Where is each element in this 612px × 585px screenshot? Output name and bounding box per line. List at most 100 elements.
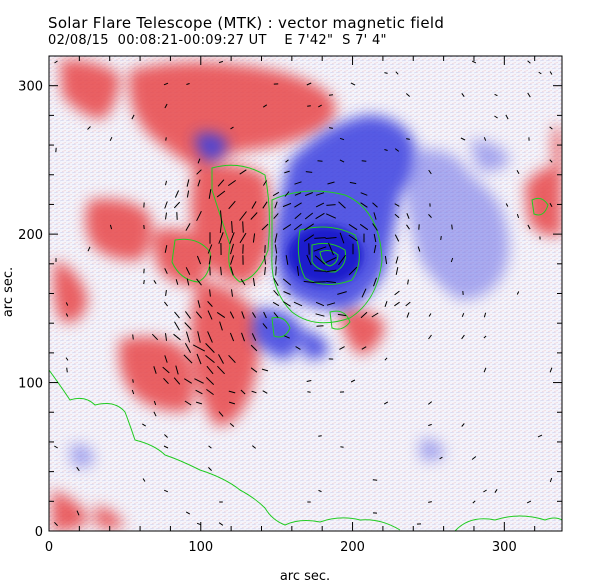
field-vector <box>283 301 291 307</box>
field-vector <box>275 266 277 276</box>
field-vector <box>228 401 236 405</box>
field-vector <box>87 126 91 130</box>
field-vector <box>208 445 212 449</box>
field-vector <box>417 246 421 252</box>
negative-polarity-weak <box>70 140 510 468</box>
field-vector <box>373 244 377 254</box>
field-vector <box>461 334 465 340</box>
field-vector <box>439 456 443 460</box>
field-vector <box>250 344 258 352</box>
field-vector <box>261 368 269 372</box>
field-vector <box>153 400 157 406</box>
field-vector <box>304 223 314 231</box>
field-vector <box>373 212 377 220</box>
field-vector <box>549 159 553 163</box>
field-vector <box>185 267 191 275</box>
field-vector <box>229 232 235 244</box>
field-vector <box>218 60 224 64</box>
field-vector <box>383 401 389 405</box>
field-vector <box>328 127 334 129</box>
field-vector <box>338 201 346 209</box>
field-vector <box>219 221 223 233</box>
field-vector <box>394 234 400 242</box>
field-vector <box>274 233 278 243</box>
field-vector <box>274 244 278 254</box>
field-vector <box>296 266 300 276</box>
field-vector <box>250 367 258 373</box>
field-vector <box>549 203 553 207</box>
field-vector <box>207 310 213 320</box>
x-axis-label: arc sec. <box>280 569 330 584</box>
field-vector <box>239 169 247 175</box>
field-vector <box>339 159 345 163</box>
field-vector <box>373 277 377 287</box>
field-vector <box>526 500 532 504</box>
field-vector <box>549 477 553 483</box>
field-vector <box>494 115 498 119</box>
field-vector <box>314 255 326 265</box>
field-vector <box>427 401 433 405</box>
field-vector <box>285 255 289 265</box>
field-vector <box>184 311 192 319</box>
field-vector <box>384 301 388 307</box>
field-vector <box>54 445 58 449</box>
field-vector <box>326 280 336 284</box>
field-vector <box>348 266 358 276</box>
field-vector <box>163 445 169 449</box>
field-vector <box>472 500 476 504</box>
field-vector <box>394 203 400 207</box>
field-vector <box>304 212 314 220</box>
field-vector <box>263 311 267 319</box>
magnetic-contours <box>49 164 562 531</box>
field-vector <box>327 181 335 185</box>
field-vector <box>184 378 192 384</box>
field-vector <box>315 313 325 317</box>
field-vector <box>164 301 168 307</box>
field-vector <box>65 313 69 317</box>
field-vector <box>65 357 69 361</box>
field-vector <box>428 214 432 218</box>
field-vector <box>516 213 520 219</box>
field-vector <box>339 346 345 350</box>
field-vector <box>384 357 388 361</box>
field-vector <box>252 277 256 287</box>
field-vector <box>483 367 487 373</box>
field-vector <box>109 224 113 230</box>
field-vector <box>230 266 234 276</box>
field-vector <box>173 333 181 341</box>
field-vector <box>538 71 542 75</box>
field-vector <box>406 312 410 318</box>
field-vector <box>262 323 268 329</box>
y-tick-label: 0 <box>35 525 43 540</box>
field-vector <box>338 254 346 266</box>
field-vector <box>384 149 388 151</box>
field-vector <box>394 301 400 307</box>
field-vector <box>428 423 432 427</box>
field-vector <box>294 212 302 220</box>
field-vector <box>273 312 279 318</box>
field-vector <box>384 72 388 74</box>
field-vector <box>220 210 222 222</box>
field-vector <box>54 60 58 64</box>
field-vector <box>194 378 204 384</box>
field-vector <box>239 211 247 221</box>
field-vector <box>428 501 432 503</box>
field-vector <box>207 301 213 307</box>
field-vector <box>241 332 245 342</box>
field-vector <box>143 279 145 285</box>
field-vector <box>251 445 257 449</box>
field-vector <box>325 237 337 239</box>
field-vector <box>306 380 312 382</box>
field-vector <box>282 223 292 231</box>
field-vector <box>54 521 58 527</box>
field-vector <box>196 169 202 175</box>
field-vector <box>326 204 336 206</box>
field-vector <box>164 103 168 109</box>
field-vector <box>151 333 159 341</box>
field-vector <box>195 311 203 319</box>
field-vector <box>206 365 214 375</box>
field-vector <box>395 71 399 75</box>
field-vector <box>328 94 334 96</box>
field-vector <box>197 158 201 164</box>
field-vector <box>220 266 222 276</box>
